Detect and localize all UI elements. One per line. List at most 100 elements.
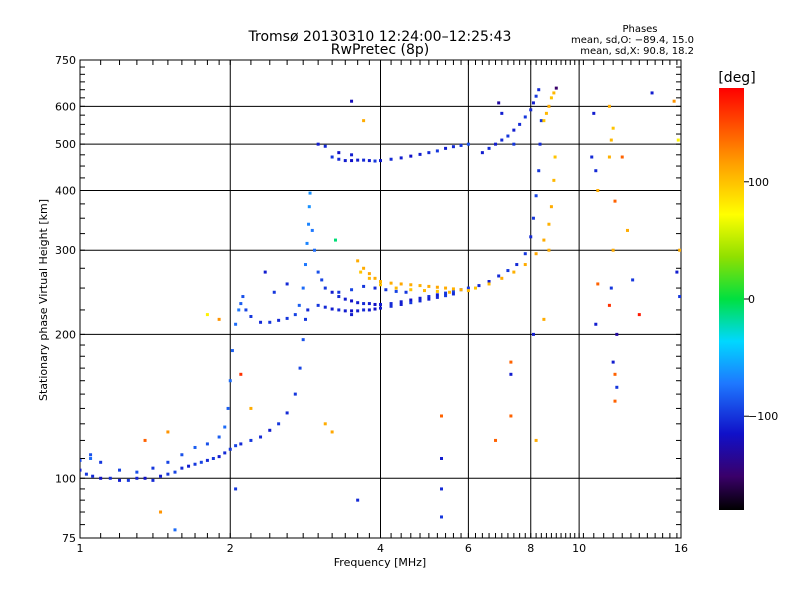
data-point xyxy=(448,290,452,294)
data-point xyxy=(330,307,334,311)
phases-x-stats: mean, sd,X: 90.8, 18.2 xyxy=(580,46,694,57)
data-point xyxy=(259,435,263,439)
data-point xyxy=(542,119,546,123)
data-point xyxy=(477,284,481,288)
data-point xyxy=(373,276,377,280)
y-tick-labels: 75 100 200 300 400 500 600 750 xyxy=(55,54,76,545)
data-point xyxy=(173,470,177,474)
data-point xyxy=(537,169,541,173)
data-point xyxy=(534,438,538,442)
data-point xyxy=(337,157,341,161)
data-point xyxy=(316,142,320,146)
chart-subtitle: RwPretec (8p) xyxy=(331,42,429,58)
data-point xyxy=(211,456,215,460)
data-point xyxy=(108,476,112,480)
data-point xyxy=(350,153,354,157)
data-point xyxy=(307,205,311,209)
data-point xyxy=(301,338,305,342)
data-point xyxy=(151,466,155,470)
data-point xyxy=(337,151,341,155)
data-point xyxy=(444,286,448,290)
data-point xyxy=(459,288,463,292)
data-point xyxy=(356,309,360,313)
data-point xyxy=(594,169,598,173)
data-point xyxy=(389,304,393,308)
data-point xyxy=(613,199,617,203)
data-point xyxy=(440,487,444,491)
data-point xyxy=(343,159,347,163)
data-point xyxy=(523,252,527,256)
data-point xyxy=(228,447,232,451)
y-tick-label: 100 xyxy=(55,472,76,485)
data-point xyxy=(307,222,311,226)
data-point xyxy=(494,438,498,442)
data-point xyxy=(323,422,327,426)
data-point xyxy=(303,317,307,321)
data-point xyxy=(350,288,354,292)
x-tick-label: 16 xyxy=(674,542,688,555)
data-point xyxy=(268,320,272,324)
data-point xyxy=(552,91,556,95)
y-tick-label: 200 xyxy=(55,328,76,341)
data-point xyxy=(333,238,337,242)
data-point xyxy=(180,466,184,470)
data-point xyxy=(631,278,635,282)
data-point xyxy=(367,272,371,276)
x-tick-label: 10 xyxy=(572,542,586,555)
x-tick-label: 8 xyxy=(527,542,534,555)
data-point xyxy=(515,263,519,267)
data-point xyxy=(205,458,209,462)
data-point xyxy=(226,406,230,410)
data-point xyxy=(217,435,221,439)
data-point xyxy=(199,460,203,464)
phases-o-stats: mean, sd,O: −89.4, 15.0 xyxy=(571,35,694,46)
data-point xyxy=(607,155,611,159)
data-point xyxy=(180,453,184,457)
data-point xyxy=(615,385,619,389)
data-point xyxy=(427,297,431,301)
data-point xyxy=(509,414,513,418)
data-point xyxy=(237,308,241,312)
data-point xyxy=(308,191,312,195)
data-point xyxy=(404,290,408,294)
data-point xyxy=(373,159,377,163)
data-point xyxy=(323,144,327,148)
data-point xyxy=(89,456,93,460)
data-point xyxy=(494,142,498,146)
data-point xyxy=(323,305,327,309)
data-point xyxy=(367,276,371,280)
data-point xyxy=(444,291,448,295)
data-point xyxy=(350,299,354,303)
data-point xyxy=(373,302,377,306)
data-point xyxy=(241,295,245,299)
data-point xyxy=(418,299,422,303)
data-point xyxy=(330,430,334,434)
data-point xyxy=(613,399,617,403)
data-point xyxy=(500,138,504,142)
data-point xyxy=(297,303,301,307)
data-point xyxy=(166,472,170,476)
y-axis-label: Stationary phase Virtual Height [km] xyxy=(37,199,50,401)
data-point xyxy=(539,119,543,123)
data-point xyxy=(384,288,388,292)
data-point xyxy=(350,313,354,317)
data-point xyxy=(330,290,334,294)
data-point xyxy=(143,476,147,480)
data-point xyxy=(466,289,470,293)
data-point xyxy=(650,91,654,95)
data-point xyxy=(596,188,600,192)
data-point xyxy=(356,158,360,162)
data-point xyxy=(367,308,371,312)
data-point xyxy=(320,278,324,282)
data-point xyxy=(451,292,455,296)
data-point xyxy=(459,143,463,147)
data-point xyxy=(316,303,320,307)
data-point xyxy=(487,146,491,150)
data-point xyxy=(239,302,243,306)
data-point xyxy=(118,478,122,482)
data-point xyxy=(135,470,139,474)
x-tick-label: 2 xyxy=(227,542,234,555)
data-point xyxy=(435,149,439,153)
data-point xyxy=(506,134,510,138)
